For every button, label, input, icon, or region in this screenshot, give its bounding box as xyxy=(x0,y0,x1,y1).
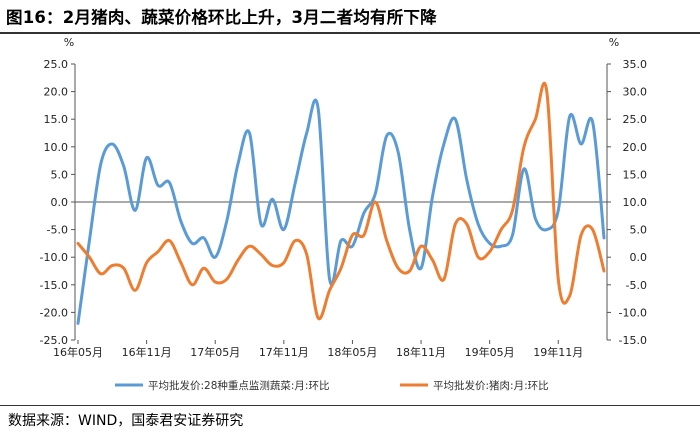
x-tick-label: 16年05月 xyxy=(53,345,103,359)
left-tick-label: -15.0 xyxy=(40,279,68,292)
right-tick-label: -15.0 xyxy=(619,334,647,347)
x-tick-label: 17年05月 xyxy=(190,345,240,359)
chart-series xyxy=(76,81,606,325)
x-tick-label: 18年11月 xyxy=(396,345,446,359)
left-tick-label: 15.0 xyxy=(44,113,69,126)
x-tick-label: 19年11月 xyxy=(533,345,583,359)
right-tick-label: 20.0 xyxy=(623,141,648,154)
legend-label-pork: 平均批发价:猪肉:月:环比 xyxy=(433,379,549,392)
source-divider xyxy=(0,405,700,406)
right-tick-label: 25.0 xyxy=(623,113,648,126)
left-tick-label: 20.0 xyxy=(44,86,69,99)
title-divider xyxy=(0,32,700,34)
left-tick-label: -10.0 xyxy=(40,251,68,264)
left-tick-label: -5.0 xyxy=(47,224,68,237)
x-tick-label: 16年11月 xyxy=(122,345,172,359)
chart-legend: 平均批发价:28种重点监测蔬菜:月:环比 平均批发价:猪肉:月:环比 xyxy=(115,379,549,392)
left-tick-label: -25.0 xyxy=(40,334,68,347)
right-axis-unit: % xyxy=(609,36,619,49)
chart: % % 25.0 20.0 15.0 10.0 5.0 0.0 -5.0 -10.0 -15.0 -2… xyxy=(40,36,647,392)
right-tick-label: 5.0 xyxy=(630,224,648,237)
right-tick-label: 10.0 xyxy=(623,196,648,209)
left-tick-label: 0.0 xyxy=(51,196,69,209)
pork-price-line xyxy=(76,81,606,321)
left-tick-label: 10.0 xyxy=(44,141,69,154)
right-tick-label: 35.0 xyxy=(623,58,648,71)
left-axis-unit: % xyxy=(64,36,74,49)
vegetable-price-line xyxy=(76,98,606,325)
page-title: 图16：2月猪肉、蔬菜价格环比上升，3月二者均有所下降 xyxy=(6,8,437,27)
right-tick-label: -10.0 xyxy=(619,306,647,319)
source-note: 数据来源：WIND，国泰君安证券研究 xyxy=(8,413,244,429)
right-tick-label: -5.0 xyxy=(626,279,647,292)
right-tick-label: 30.0 xyxy=(623,86,648,99)
left-tick-label: 25.0 xyxy=(44,58,69,71)
right-tick-label: 0.0 xyxy=(630,251,648,264)
chart-axes: % % 25.0 20.0 15.0 10.0 5.0 0.0 -5.0 -10.0 -15.0 -2… xyxy=(40,36,647,359)
x-tick-label: 17年11月 xyxy=(259,345,309,359)
left-tick-label: -20.0 xyxy=(40,306,68,319)
right-tick-label: 15.0 xyxy=(623,168,648,181)
x-tick-label: 18年05月 xyxy=(327,345,377,359)
left-tick-label: 5.0 xyxy=(51,168,69,181)
x-tick-label: 19年05月 xyxy=(465,345,515,359)
legend-label-vegetable: 平均批发价:28种重点监测蔬菜:月:环比 xyxy=(148,379,329,392)
